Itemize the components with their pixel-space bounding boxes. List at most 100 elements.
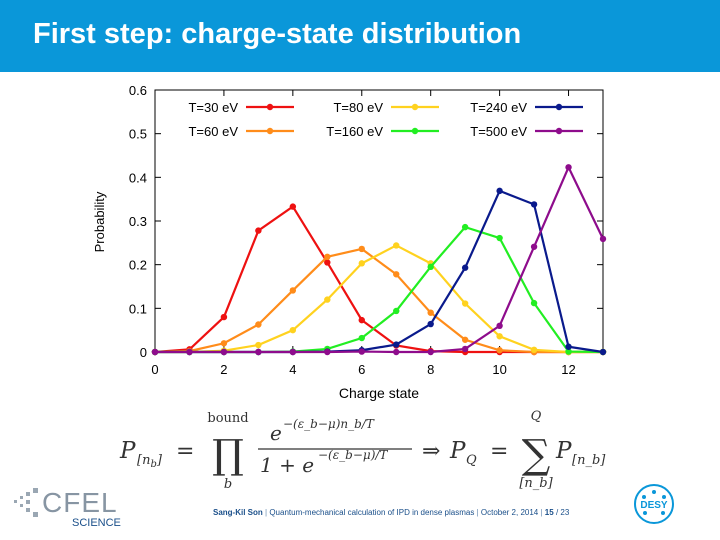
data-point [324,348,331,356]
y-tick-label: 0.6 [129,83,147,98]
y-tick-label: 0.3 [129,214,147,229]
formula-lhs: P [119,438,136,464]
formula-denominator: 1 + e [260,453,314,477]
data-point [565,343,572,350]
data-point [358,245,365,253]
series-line [155,164,604,354]
series-t-500-ev [151,164,607,356]
desy-logo-text: DESY [640,500,668,511]
cfel-logo: CFEL SCIENCE [14,487,121,529]
desy-logo-dot [661,511,665,515]
data-point [324,253,331,261]
data-point [289,326,297,334]
data-point [461,264,469,271]
data-point [186,348,193,356]
data-point [255,341,262,349]
title-bar: First step: charge-state distribution [0,0,720,72]
data-point [496,187,503,195]
legend-marker [555,127,563,135]
data-point [565,164,572,171]
data-point [530,243,538,250]
cfel-logo-mark [14,488,38,517]
data-point [461,223,469,231]
x-tick-label: 0 [151,362,158,377]
x-tick-label: 12 [561,362,575,377]
data-point [496,322,503,329]
y-tick-label: 0.4 [129,170,147,185]
data-point [289,203,297,210]
formula-numerator-exponent: −(ε_b−μ)n_b/T [283,417,375,431]
series-line [154,247,603,354]
data-point [220,313,228,321]
data-point [255,321,262,328]
data-point [255,227,262,234]
data-point [289,348,297,356]
formula-rhs: P [555,438,572,464]
y-tick-label: 0.5 [129,127,147,142]
legend-label: T=30 eV [188,100,238,115]
desy-logo-dot [662,495,666,499]
formula-pq: P [449,438,466,464]
data-point [461,300,469,307]
data-point [599,348,607,356]
x-tick-label: 8 [427,362,434,377]
data-point [565,348,572,355]
footer-separator: | [265,508,268,517]
data-point [461,345,469,353]
data-point [358,260,365,267]
data-point [427,320,434,328]
formula-lhs-sub: [nb] [137,453,163,470]
legend-marker [266,103,274,111]
footer-page: 15 [544,508,554,517]
data-point [427,263,434,271]
formula-product-symbol: ∏ [212,432,244,478]
y-axis-label: Probability [92,191,107,252]
formula-equals: = [176,439,194,464]
footer-author: Sang-Kil Son [213,508,263,517]
data-point [530,299,538,307]
legend-marker [411,103,419,111]
legend-marker [411,127,419,135]
data-point [496,333,503,340]
formula-pq-sub: Q [466,453,477,468]
formula-denominator-exponent: −(ε_b−μ)/T [318,448,388,462]
data-point [289,287,297,294]
x-tick-label: 6 [358,362,365,377]
formula-sum-symbol: ∑ [522,432,551,478]
footer-page-separator: / [555,508,559,517]
cfel-logo-subtext: SCIENCE [72,517,121,529]
footer: Sang-Kil Son | Quantum-mechanical calcul… [213,508,569,517]
formula-product-lower: b [224,477,232,492]
desy-logo-dot [642,495,646,499]
data-point [358,334,365,342]
legend-label: T=80 eV [333,100,383,115]
desy-logo-circle [634,484,674,524]
formula-implies: ⇒ [422,439,440,464]
data-point [220,340,228,347]
formula-product-upper: bound [207,411,248,426]
data-point [530,346,538,354]
x-tick-label: 4 [289,362,296,377]
data-point [220,348,228,356]
legend-marker [266,127,274,135]
formula-sum-upper: Q [531,409,542,424]
x-tick-label: 2 [220,362,227,377]
data-point [255,348,262,356]
chart: 0 2 4 6 8 10 12 0 0.1 0.2 0.3 0.4 0.5 0.6 T=30 eV T=60… [92,83,607,401]
formula-equals-2: = [490,439,508,464]
chart-series-layer [151,164,607,356]
data-point [496,234,503,242]
y-tick-label: 0.1 [129,301,147,316]
slide-title: First step: charge-state distribution [33,18,522,50]
formula-rhs-sub: [n_b] [572,453,606,468]
series-line [155,244,603,354]
data-point [427,309,434,316]
data-point [496,347,503,354]
desy-logo-dot [643,511,647,515]
data-point [393,348,400,356]
desy-logo-dot [652,490,656,494]
data-point [393,307,400,315]
data-point [393,242,400,249]
y-tick-label: 0 [140,345,147,360]
data-point [151,348,159,356]
